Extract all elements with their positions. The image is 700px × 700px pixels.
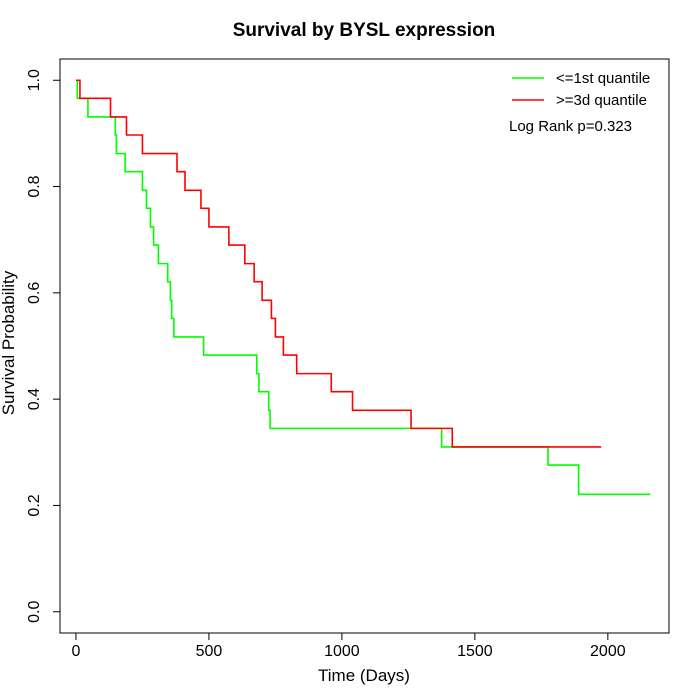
y-tick-label: 0.6 [26, 282, 43, 304]
x-tick-label: 1500 [457, 643, 493, 660]
y-axis-label: Survival Probability [0, 270, 18, 415]
y-tick-label: 0.4 [26, 388, 43, 410]
x-tick-label: 0 [72, 643, 81, 660]
log-rank-annotation: Log Rank p=0.323 [509, 118, 632, 135]
plot-lines [75, 79, 651, 496]
x-axis: 0 500 1000 1500 2000 [72, 632, 626, 660]
x-tick-label: 1000 [324, 643, 360, 660]
chart-title: Survival by BYSL expression [233, 20, 496, 41]
y-tick-label: 1.0 [26, 69, 43, 91]
x-tick-label: 500 [196, 643, 223, 660]
legend: <=1st quantile >=3d quantile [512, 70, 650, 109]
y-axis: 0.0 0.2 0.4 0.6 0.8 1.0 [26, 69, 61, 623]
legend-label: >=3d quantile [556, 92, 647, 109]
survival-curve-1 [75, 79, 651, 496]
y-tick-label: 0.8 [26, 175, 43, 197]
survival-curve-2 [75, 79, 602, 448]
y-tick-label: 0.0 [26, 601, 43, 623]
plot-frame [59, 58, 670, 634]
y-tick-label: 0.2 [26, 494, 43, 516]
x-axis-label: Time (Days) [318, 666, 410, 685]
legend-label: <=1st quantile [556, 70, 650, 87]
x-tick-label: 2000 [590, 643, 626, 660]
